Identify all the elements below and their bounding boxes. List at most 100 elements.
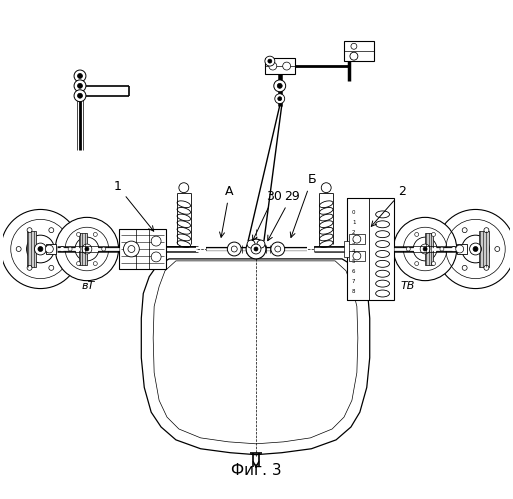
Polygon shape [141,259,370,455]
Bar [79,233,87,265]
Circle shape [353,252,361,260]
Circle shape [93,233,97,237]
Circle shape [265,56,275,66]
Text: 1: 1 [113,180,154,231]
Bar [46,244,56,254]
Circle shape [423,247,427,251]
Circle shape [74,80,86,92]
Bar [119,229,166,269]
Bar [347,198,369,300]
Bar [265,58,294,74]
Circle shape [77,83,83,88]
Circle shape [278,97,282,101]
Circle shape [271,242,285,256]
Circle shape [49,265,54,270]
Circle shape [124,241,140,257]
Circle shape [283,62,291,70]
Circle shape [227,242,241,256]
Text: А: А [220,185,234,238]
Text: Фиг. 3: Фиг. 3 [231,464,281,479]
Circle shape [231,246,237,252]
Circle shape [93,261,97,265]
Circle shape [27,235,54,263]
Bar [344,241,349,257]
Circle shape [415,233,419,237]
Circle shape [246,239,266,259]
Circle shape [102,247,106,251]
Circle shape [420,244,430,254]
Circle shape [251,244,261,254]
Circle shape [74,70,86,82]
Circle shape [440,247,444,251]
Bar [344,41,373,61]
Text: 6: 6 [352,269,356,274]
Circle shape [393,218,457,280]
Circle shape [275,246,281,252]
Text: 0: 0 [352,210,356,215]
Text: 2: 2 [371,185,406,227]
Circle shape [74,90,86,102]
Text: Б: Б [290,173,316,238]
Circle shape [268,59,272,63]
Circle shape [68,247,72,251]
Bar [349,251,365,261]
Circle shape [431,261,436,265]
Circle shape [151,252,161,262]
Circle shape [350,52,358,60]
Circle shape [254,247,258,251]
Circle shape [406,247,410,251]
Circle shape [76,261,81,265]
Bar [480,231,489,267]
Text: 7: 7 [352,279,356,284]
Bar [457,244,467,254]
Circle shape [451,247,456,251]
Circle shape [128,246,135,252]
Circle shape [76,233,81,237]
Circle shape [60,247,65,251]
Circle shape [82,244,92,254]
Circle shape [456,245,464,253]
Circle shape [77,73,83,78]
Circle shape [1,210,80,288]
Circle shape [436,210,513,288]
Text: 4: 4 [352,250,356,254]
Circle shape [484,265,489,270]
Circle shape [34,243,46,255]
Circle shape [55,218,119,280]
Text: ТВ: ТВ [400,280,415,290]
Circle shape [462,265,467,270]
Text: 8: 8 [352,289,356,294]
Circle shape [431,233,436,237]
Text: 30: 30 [252,190,282,241]
Bar [27,231,36,267]
Circle shape [49,228,54,233]
Circle shape [353,235,361,243]
Circle shape [38,247,43,251]
Circle shape [275,94,285,104]
Circle shape [274,80,286,92]
Circle shape [484,228,489,233]
Circle shape [27,265,32,270]
Circle shape [495,247,500,251]
Circle shape [462,228,467,233]
Circle shape [45,245,53,253]
Text: вТ: вТ [82,280,95,290]
Circle shape [351,43,357,49]
Circle shape [179,183,189,193]
Bar [425,233,433,265]
Text: 2: 2 [352,230,356,235]
Circle shape [85,247,89,251]
Circle shape [27,228,32,233]
Text: 5: 5 [352,259,356,264]
Circle shape [247,240,255,248]
Circle shape [16,247,21,251]
Circle shape [415,261,419,265]
Circle shape [269,62,277,70]
Text: 3: 3 [352,240,356,245]
Text: 1: 1 [352,220,356,225]
Circle shape [257,240,265,248]
Circle shape [413,237,437,261]
Circle shape [75,237,99,261]
Circle shape [473,247,478,251]
Text: 29: 29 [268,190,300,241]
